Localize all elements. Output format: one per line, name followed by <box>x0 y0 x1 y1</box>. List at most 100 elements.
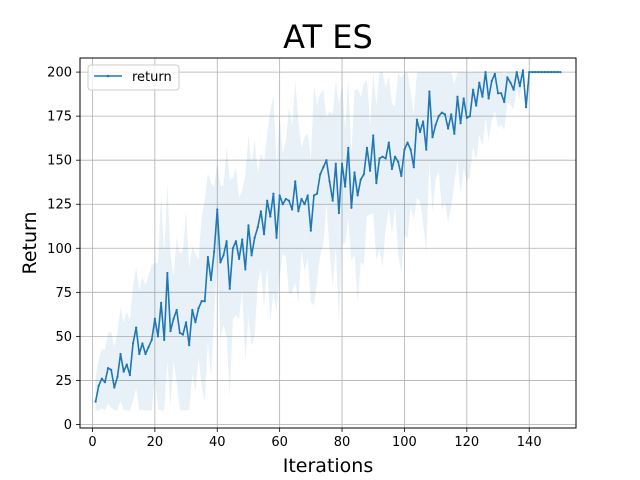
data-point <box>422 120 425 123</box>
data-point <box>543 71 546 74</box>
x-axis-title: Iterations <box>283 455 374 477</box>
data-point <box>415 118 419 121</box>
legend-label-return: return <box>132 70 172 85</box>
data-point <box>297 210 300 213</box>
data-point <box>184 321 188 324</box>
data-point <box>131 342 135 345</box>
data-point <box>300 197 303 201</box>
data-point <box>440 111 443 114</box>
data-point <box>203 300 206 303</box>
data-point <box>178 331 181 334</box>
data-point <box>537 71 540 74</box>
data-point <box>269 215 272 218</box>
data-point <box>496 92 500 95</box>
data-point <box>119 352 122 356</box>
variance-band <box>95 72 561 411</box>
axis-ticks: 0 20 40 60 80 100 120 140 0 25 50 75 100 125 150 175 200 <box>47 66 541 450</box>
x-tick-label: 120 <box>454 435 479 450</box>
data-point <box>490 79 493 82</box>
data-point <box>468 115 472 118</box>
data-point <box>287 199 291 202</box>
data-point <box>160 301 163 304</box>
data-point <box>447 127 450 130</box>
data-point <box>315 192 319 195</box>
data-point <box>425 148 428 151</box>
data-point <box>359 178 362 181</box>
data-point <box>393 155 397 158</box>
data-point <box>375 182 378 185</box>
data-point <box>459 122 462 125</box>
data-point <box>272 192 275 195</box>
data-point <box>116 375 119 378</box>
data-point <box>306 194 309 197</box>
data-point <box>135 326 138 329</box>
data-point <box>390 167 394 171</box>
data-point <box>378 157 381 160</box>
data-point <box>281 203 284 206</box>
data-point <box>515 71 518 74</box>
data-point <box>434 123 437 127</box>
return-line <box>94 69 561 402</box>
data-point <box>234 240 238 243</box>
y-tick-label: 25 <box>55 374 72 389</box>
x-tick-label: 20 <box>147 435 164 450</box>
y-tick-label: 200 <box>47 66 72 81</box>
data-point <box>262 233 266 236</box>
data-point <box>465 116 468 119</box>
data-point <box>540 71 543 74</box>
data-point <box>500 92 503 95</box>
data-point <box>534 71 537 74</box>
data-point <box>144 352 147 356</box>
data-point <box>253 236 256 239</box>
data-point <box>381 155 384 158</box>
data-point <box>266 199 269 202</box>
data-point <box>141 342 144 345</box>
data-point <box>521 69 525 72</box>
data-point <box>147 345 150 349</box>
data-point <box>259 210 263 213</box>
data-point <box>350 206 353 209</box>
y-tick-label: 75 <box>55 286 72 301</box>
data-point <box>250 254 253 257</box>
data-point <box>397 160 400 164</box>
data-point <box>372 134 375 137</box>
x-tick-label: 80 <box>334 435 351 450</box>
data-point <box>194 321 197 324</box>
data-point <box>503 100 506 104</box>
data-point <box>97 384 100 387</box>
data-point <box>559 71 562 74</box>
y-tick-label: 175 <box>47 110 72 125</box>
data-point <box>153 317 156 320</box>
data-point <box>188 344 191 347</box>
data-point <box>412 166 415 169</box>
data-point <box>369 169 372 172</box>
data-point <box>365 146 369 149</box>
data-point <box>353 171 356 174</box>
data-point <box>549 71 553 74</box>
data-point <box>384 157 387 160</box>
data-point <box>553 71 556 74</box>
data-point <box>356 194 359 197</box>
data-point <box>275 236 278 239</box>
data-point <box>328 180 331 183</box>
data-point <box>331 199 334 202</box>
x-tick-label: 0 <box>88 435 96 450</box>
data-point <box>175 308 178 312</box>
data-point <box>138 352 141 356</box>
data-point <box>222 254 225 257</box>
data-point <box>337 211 341 215</box>
data-point <box>110 368 113 371</box>
data-point <box>225 240 228 243</box>
legend: return <box>87 64 180 91</box>
data-point <box>209 278 213 282</box>
data-point <box>512 88 515 91</box>
data-point <box>340 162 344 165</box>
data-point <box>431 136 434 139</box>
data-point <box>406 141 409 144</box>
y-tick-label: 150 <box>47 154 72 169</box>
data-point <box>244 268 247 271</box>
data-point <box>181 333 185 336</box>
data-point <box>163 338 166 341</box>
data-point <box>528 71 531 74</box>
